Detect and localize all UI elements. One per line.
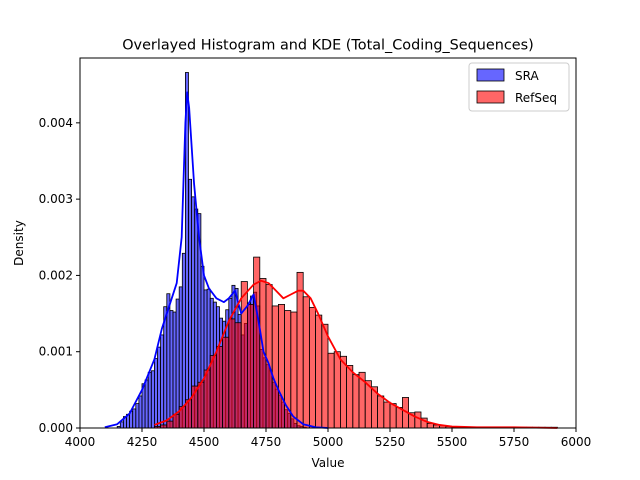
histogram-bar-refseq bbox=[265, 284, 273, 429]
histogram-bar-refseq bbox=[277, 304, 285, 429]
x-tick-label: 5000 bbox=[313, 435, 344, 449]
histogram-bar-refseq bbox=[315, 314, 323, 429]
y-tick-label: 0.002 bbox=[39, 268, 73, 282]
histogram-bar-sra bbox=[188, 178, 192, 429]
histogram-bar-refseq bbox=[209, 355, 217, 429]
y-tick-label: 0.000 bbox=[39, 421, 73, 435]
histogram-bar-sra bbox=[175, 298, 180, 429]
histogram-bar-sra bbox=[144, 379, 149, 429]
histogram-bar-sra bbox=[153, 358, 158, 429]
y-tick-label: 0.004 bbox=[39, 116, 73, 130]
histogram-bar-refseq bbox=[172, 413, 180, 429]
histogram-bar-refseq bbox=[197, 381, 205, 429]
kde-line-sra bbox=[104, 91, 329, 429]
x-axis-label: Value bbox=[312, 456, 345, 470]
histogram-bar-refseq bbox=[395, 406, 403, 429]
histogram-bar-refseq bbox=[234, 322, 242, 429]
x-tick-label: 4750 bbox=[251, 435, 282, 449]
histogram-bar-sra bbox=[163, 306, 168, 429]
legend-label-refseq: RefSeq bbox=[515, 91, 557, 105]
histogram-bar-refseq bbox=[352, 374, 360, 429]
legend-swatch-refseq bbox=[476, 90, 505, 104]
histogram-bar-sra bbox=[172, 311, 177, 429]
histogram-bar-refseq bbox=[246, 304, 254, 429]
legend: SRA RefSeq bbox=[468, 62, 570, 112]
histogram-bar-sra bbox=[160, 334, 165, 429]
histogram-bar-refseq bbox=[302, 296, 310, 429]
histogram-bar-sra bbox=[132, 408, 137, 429]
histogram-bar-refseq bbox=[166, 420, 174, 429]
y-axis: 0.000 0.001 0.002 0.003 0.004 bbox=[39, 116, 80, 435]
histogram-bar-refseq bbox=[296, 271, 304, 429]
histogram-bar-refseq bbox=[228, 318, 236, 429]
y-tick-label: 0.003 bbox=[39, 192, 73, 206]
legend-swatch-sra bbox=[476, 68, 505, 82]
histogram-bar-refseq bbox=[414, 411, 422, 429]
y-axis-label: Density bbox=[12, 220, 26, 266]
histogram-bar-sra bbox=[150, 370, 155, 429]
histogram-bar-sra bbox=[119, 421, 124, 429]
histogram-bar-refseq bbox=[290, 311, 298, 429]
histogram-bar-refseq bbox=[389, 403, 397, 429]
x-tick-label: 5500 bbox=[437, 435, 468, 449]
histogram-bar-refseq bbox=[339, 355, 347, 429]
histogram-bar-sra bbox=[181, 252, 186, 429]
histogram-bar-refseq bbox=[203, 369, 211, 429]
histogram-bar-refseq bbox=[308, 307, 316, 429]
y-tick-label: 0.001 bbox=[39, 345, 73, 359]
histogram-bar-sra bbox=[157, 346, 161, 429]
histogram-bar-refseq bbox=[215, 345, 223, 429]
x-tick-label: 5750 bbox=[499, 435, 530, 449]
histogram-bar-sra bbox=[135, 403, 140, 429]
kde-line-refseq bbox=[154, 279, 558, 429]
x-axis: 4000 4250 4500 4750 5000 5250 5500 5750 6000 bbox=[65, 428, 592, 449]
histogram-bar-refseq bbox=[222, 336, 230, 429]
x-tick-label: 4500 bbox=[189, 435, 220, 449]
histogram-bar-sra bbox=[169, 310, 174, 429]
histogram-bar-refseq bbox=[271, 305, 279, 429]
histogram-bar-refseq bbox=[346, 365, 354, 429]
histogram-bar-refseq bbox=[321, 323, 329, 429]
histogram-bar-refseq bbox=[383, 401, 391, 429]
histogram-bar-refseq bbox=[240, 281, 248, 429]
histogram-bar-refseq bbox=[327, 352, 335, 429]
x-tick-label: 6000 bbox=[561, 435, 592, 449]
x-tick-label: 4000 bbox=[65, 435, 96, 449]
chart-title: Overlayed Histogram and KDE (Total_Codin… bbox=[122, 38, 534, 54]
histogram-bar-refseq bbox=[333, 351, 341, 429]
histogram-bar-sra bbox=[138, 395, 143, 429]
legend-label-sra: SRA bbox=[515, 69, 539, 83]
x-tick-label: 5250 bbox=[375, 435, 406, 449]
histogram-bar-refseq bbox=[377, 395, 385, 429]
x-tick-label: 4250 bbox=[127, 435, 158, 449]
histogram-bar-sra bbox=[147, 371, 152, 429]
